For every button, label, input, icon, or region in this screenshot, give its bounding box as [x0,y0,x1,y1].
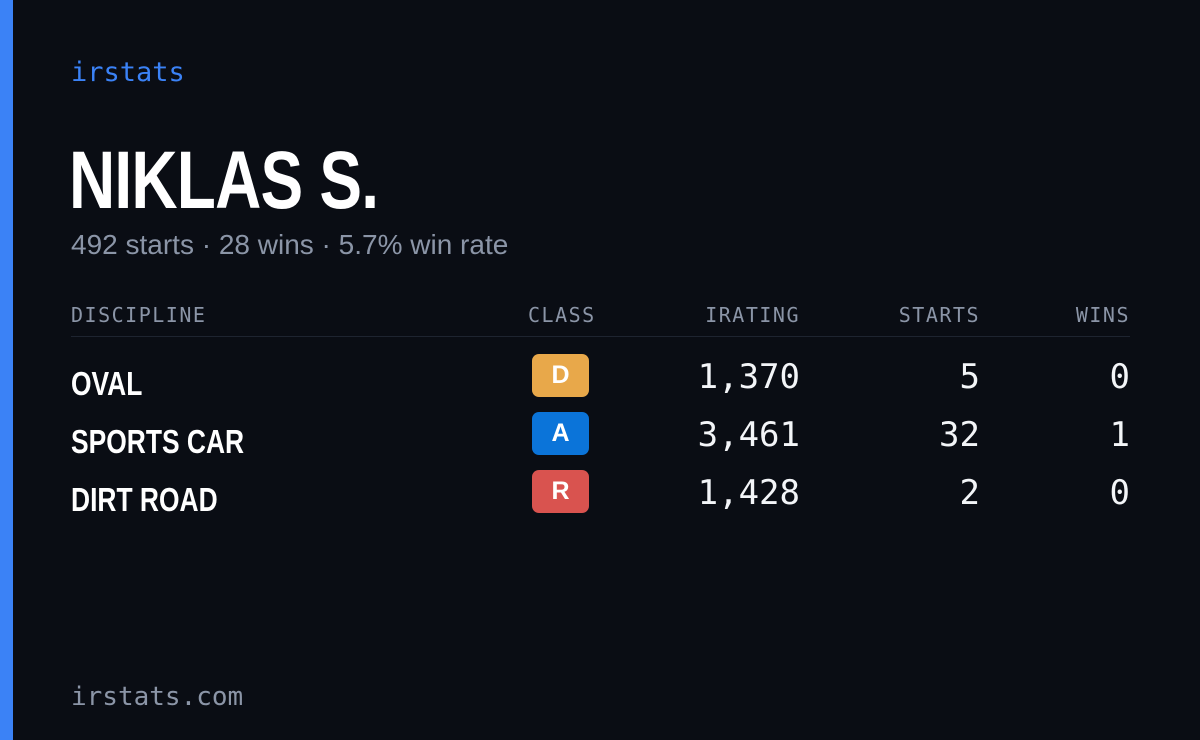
table-row-oval: OVAL D 1,370 5 0 [71,337,1130,402]
driver-name: NIKLAS S. [69,135,379,226]
accent-bar [0,0,13,740]
class-badge: R [532,470,589,513]
starts-value: 2 [959,473,980,513]
table-row-dirt-road: DIRT ROAD R 1,428 2 0 [71,453,1130,518]
header-class: CLASS [528,303,596,327]
irating-value: 3,461 [697,415,800,455]
header-wins: WINS [1075,303,1130,327]
irating-value: 1,370 [697,357,800,397]
stats-table: DISCIPLINE CLASS IRATING STARTS WINS OVA… [71,300,1130,518]
header-irating: IRATING [705,303,800,327]
table-header: DISCIPLINE CLASS IRATING STARTS WINS [71,300,1130,337]
class-badge: D [532,354,589,397]
starts-value: 32 [939,415,980,455]
footer-domain: irstats.com [71,682,244,712]
wins-value: 0 [1109,473,1130,513]
class-badge: A [532,412,589,455]
discipline-name: OVAL [71,365,143,402]
discipline-name: SPORTS CAR [71,423,245,460]
wins-value: 1 [1109,415,1130,455]
discipline-name: DIRT ROAD [71,481,218,518]
table-body: OVAL D 1,370 5 0 SPORTS CAR A 3,461 32 1… [71,337,1130,518]
career-summary: 492 starts · 28 wins · 5.7% win rate [71,229,509,260]
header-starts: STARTS [898,303,980,327]
table-row-sports-car: SPORTS CAR A 3,461 32 1 [71,395,1130,460]
irating-value: 1,428 [697,473,800,513]
header-discipline: DISCIPLINE [71,303,207,327]
wins-value: 0 [1109,357,1130,397]
brand-logo-text: irstats [71,57,185,88]
starts-value: 5 [959,357,980,397]
